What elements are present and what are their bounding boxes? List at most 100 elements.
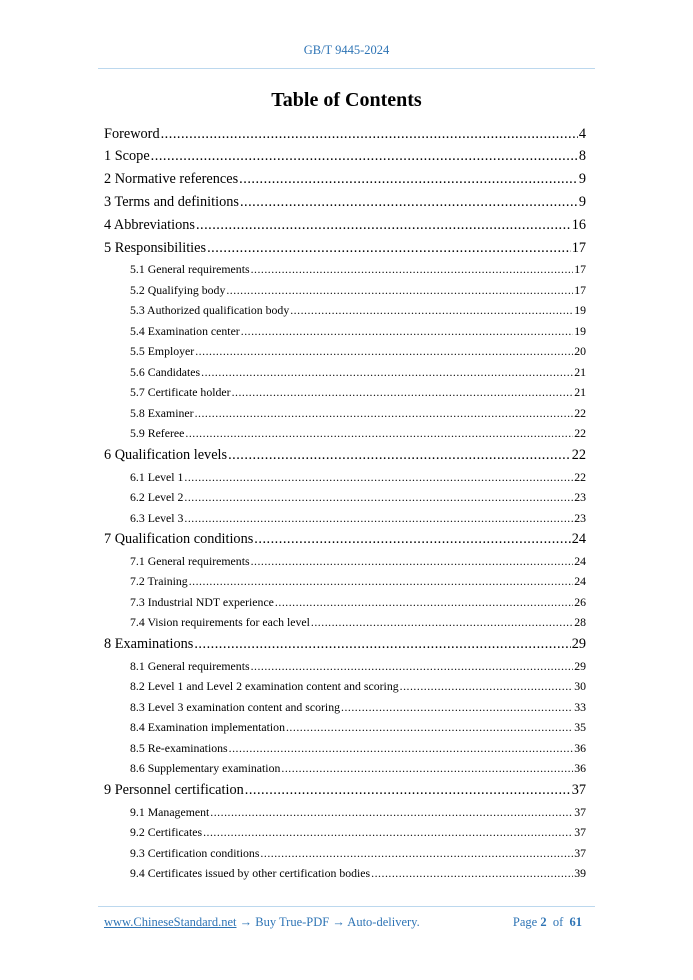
dot-leader [371, 863, 573, 884]
toc-subentry[interactable]: 8.6 Supplementary examination 36 [104, 758, 586, 779]
toc-page-number: 28 [574, 615, 586, 630]
footer-divider [98, 906, 595, 907]
toc-subentry[interactable]: 7.3 Industrial NDT experience 26 [104, 592, 586, 613]
toc-entry[interactable]: Foreword 4 [104, 123, 586, 146]
toc-subentry[interactable]: 6.3 Level 3 23 [104, 508, 586, 529]
toc-subentry[interactable]: 5.3 Authorized qualification body 19 [104, 300, 586, 321]
toc-page-number: 19 [574, 303, 586, 318]
toc-subentry[interactable]: 9.3 Certification conditions 37 [104, 843, 586, 864]
toc-entry-label: 9.2 Certificates [130, 825, 203, 840]
toc-subentry[interactable]: 5.8 Examiner 22 [104, 403, 586, 424]
dot-leader [251, 259, 574, 280]
toc-entry-label: 8.6 Supplementary examination [130, 761, 281, 776]
website-link[interactable]: www.ChineseStandard.net [104, 915, 237, 929]
toc-subentry[interactable]: 5.9 Referee 22 [104, 423, 586, 444]
toc-entry-label: 5.9 Referee [130, 426, 185, 441]
toc-page-number: 17 [574, 262, 586, 277]
dot-leader [189, 571, 574, 592]
dot-leader [245, 779, 571, 802]
page-label: Page [512, 915, 538, 929]
toc-page-number: 9 [578, 171, 586, 188]
toc-page-number: 23 [574, 490, 586, 505]
dot-leader [341, 697, 573, 718]
toc-subentry[interactable]: 7.4 Vision requirements for each level 28 [104, 612, 586, 633]
toc-entry-label: 5.4 Examination center [130, 323, 240, 338]
dot-leader [251, 656, 574, 677]
dot-leader [184, 508, 573, 529]
toc-entry[interactable]: 5 Responsibilities 17 [104, 237, 586, 260]
toc-entry-label: 5.7 Certificate holder [130, 385, 231, 400]
toc-entry[interactable]: 8 Examinations 29 [104, 633, 586, 656]
toc-entry-label: 9.4 Certificates issued by other certifi… [130, 866, 371, 881]
toc-entry[interactable]: 1 Scope 8 [104, 145, 586, 168]
toc-subentry[interactable]: 5.6 Candidates 21 [104, 362, 586, 383]
toc-page-number: 21 [574, 385, 586, 400]
toc-page-number: 19 [574, 323, 586, 338]
toc-subentry[interactable]: 8.2 Level 1 and Level 2 examination cont… [104, 676, 586, 697]
dot-leader [290, 300, 573, 321]
toc-page-number: 26 [574, 594, 586, 609]
toc-entry[interactable]: 7 Qualification conditions 24 [104, 528, 586, 551]
toc-subentry[interactable]: 5.5 Employer 20 [104, 341, 586, 362]
toc-entry[interactable]: 2 Normative references 9 [104, 168, 586, 191]
toc-subentry[interactable]: 8.4 Examination implementation 35 [104, 717, 586, 738]
toc-entry-label: 5.3 Authorized qualification body [130, 303, 290, 318]
toc-entry-label: 5.2 Qualifying body [130, 282, 226, 297]
toc-page-number: 8 [578, 148, 586, 165]
toc-subentry[interactable]: 5.2 Qualifying body 17 [104, 280, 586, 301]
toc-entry[interactable]: 9 Personnel certification 37 [104, 779, 586, 802]
toc-entry-label: 8.3 Level 3 examination content and scor… [130, 699, 340, 714]
toc-entry-label: 7.3 Industrial NDT experience [130, 594, 274, 609]
toc-page-number: 33 [574, 699, 586, 714]
toc-entry-label: 9.1 Management [130, 804, 210, 819]
toc-subentry[interactable]: 9.1 Management 37 [104, 802, 586, 823]
toc-subentry[interactable]: 7.2 Training 24 [104, 571, 586, 592]
toc-entry-label: 3 Terms and definitions [104, 193, 239, 210]
toc-subentry[interactable]: 9.4 Certificates issued by other certifi… [104, 863, 586, 884]
dot-leader [281, 758, 573, 779]
toc-page-number: 30 [574, 679, 586, 694]
toc-subentry[interactable]: 8.1 General requirements 29 [104, 656, 586, 677]
toc-subentry[interactable]: 6.2 Level 2 23 [104, 487, 586, 508]
total-pages: 61 [569, 915, 583, 929]
running-header: GB/T 9445-2024 [303, 43, 390, 57]
toc-entry-label: 1 Scope [104, 148, 150, 165]
toc-subentry[interactable]: 5.1 General requirements 17 [104, 259, 586, 280]
dot-leader [311, 612, 573, 633]
dot-leader [228, 444, 571, 467]
dot-leader [207, 237, 571, 260]
toc-entry[interactable]: 6 Qualification levels 22 [104, 444, 586, 467]
toc-entry-label: 9.3 Certification conditions [130, 845, 260, 860]
dot-leader [201, 362, 573, 383]
toc-page-number: 36 [574, 740, 586, 755]
toc-entry-label: 6 Qualification levels [104, 446, 228, 463]
toc-entry-label: 7 Qualification conditions [104, 531, 254, 548]
toc-page-number: 37 [574, 825, 586, 840]
footer: www.ChineseStandard.net → Buy True-PDF →… [104, 915, 582, 930]
toc-entry[interactable]: 4 Abbreviations 16 [104, 214, 586, 237]
dot-leader [275, 592, 573, 613]
toc-entry[interactable]: 3 Terms and definitions 9 [104, 191, 586, 214]
toc-subentry[interactable]: 5.7 Certificate holder 21 [104, 382, 586, 403]
dot-leader [151, 145, 578, 168]
toc-page-number: 29 [574, 658, 586, 673]
toc-subentry[interactable]: 9.2 Certificates 37 [104, 822, 586, 843]
toc-page-number: 21 [574, 364, 586, 379]
dot-leader [232, 382, 574, 403]
toc-entry-label: 5 Responsibilities [104, 239, 207, 256]
toc-entry-label: 4 Abbreviations [104, 216, 195, 233]
toc-subentry[interactable]: 7.1 General requirements 24 [104, 551, 586, 572]
toc-page-number: 22 [574, 405, 586, 420]
toc-subentry[interactable]: 6.1 Level 1 22 [104, 467, 586, 488]
dot-leader [184, 487, 573, 508]
header-divider [98, 68, 595, 69]
current-page: 2 [540, 915, 547, 929]
dot-leader [194, 633, 570, 656]
toc-entry-label: 6.2 Level 2 [130, 490, 184, 505]
toc-entry-label: 6.3 Level 3 [130, 510, 184, 525]
toc-subentry[interactable]: 8.3 Level 3 examination content and scor… [104, 697, 586, 718]
toc-page-number: 24 [574, 553, 586, 568]
toc-entry-label: 5.5 Employer [130, 344, 195, 359]
toc-subentry[interactable]: 5.4 Examination center 19 [104, 321, 586, 342]
toc-subentry[interactable]: 8.5 Re-examinations 36 [104, 738, 586, 759]
